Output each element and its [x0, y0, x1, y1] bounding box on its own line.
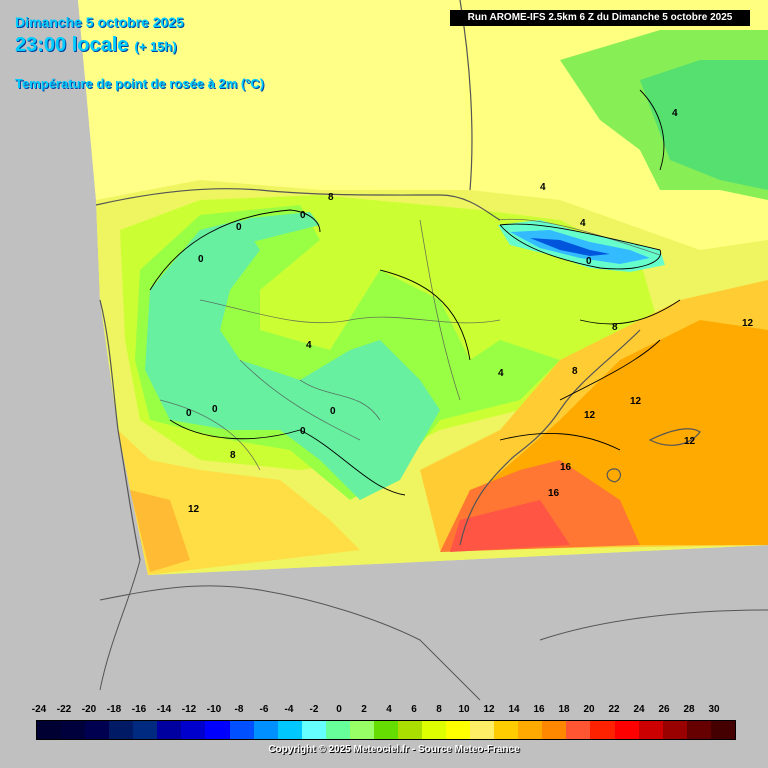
contour-label: 0 — [330, 406, 336, 417]
legend-tick-label: 26 — [658, 704, 670, 715]
legend-swatch — [253, 721, 278, 739]
legend-swatch — [494, 721, 519, 739]
legend-tick-label: -12 — [181, 704, 197, 715]
legend-tick-label: 18 — [558, 704, 570, 715]
legend-tick-label: 6 — [411, 704, 417, 715]
legend-swatch — [710, 721, 735, 739]
legend-tick-label: 12 — [483, 704, 495, 715]
legend-tick-label: 22 — [608, 704, 620, 715]
legend-swatch — [542, 721, 567, 739]
contour-label: 4 — [498, 368, 504, 379]
legend-swatch — [61, 721, 86, 739]
legend-tick-label: -8 — [234, 704, 244, 715]
contour-label: 16 — [548, 488, 560, 499]
forecast-date: Dimanche 5 octobre 2025 — [15, 14, 184, 30]
contour-labels: 0 0 0 8 0 4 0 8 4 0 4 4 8 4 12 12 0 0 12 8 12 16 12 16 — [186, 108, 754, 515]
legend-tick-label: 28 — [683, 704, 695, 715]
legend-ticks: -24 -22 -20 -18 -16 -14 -12 -10 -8 -6 -4 -2 0 2 4 6 8 10 1… — [32, 704, 736, 718]
legend-tick-label: -4 — [284, 704, 294, 715]
contour-label: 4 — [672, 108, 678, 119]
contour-label: 8 — [572, 366, 578, 377]
color-legend: -24 -22 -20 -18 -16 -14 -12 -10 -8 -6 -4 -2 0 2 4 6 8 10 1… — [32, 704, 736, 742]
contour-label: 8 — [612, 322, 618, 333]
legend-swatch — [109, 721, 134, 739]
legend-swatch — [638, 721, 663, 739]
contour-label: 0 — [212, 404, 218, 415]
legend-tick-label: 4 — [386, 704, 392, 715]
legend-tick-label: 16 — [533, 704, 545, 715]
legend-swatch — [518, 721, 543, 739]
contour-label: 4 — [540, 182, 546, 193]
contour-label: 0 — [186, 408, 192, 419]
legend-swatch — [566, 721, 591, 739]
legend-tick-label: -14 — [156, 704, 172, 715]
contour-label: 8 — [328, 192, 334, 203]
contour-label: 0 — [586, 256, 592, 267]
variable-title: Température de point de rosée à 2m (°C) — [15, 76, 265, 91]
contour-label: 12 — [188, 504, 200, 515]
legend-tick-label: -2 — [309, 704, 319, 715]
contour-label: 8 — [230, 450, 236, 461]
legend-swatch — [590, 721, 615, 739]
legend-tick-label: 20 — [583, 704, 595, 715]
legend-swatch — [277, 721, 302, 739]
legend-tick-label: -10 — [206, 704, 222, 715]
legend-tick-label: 2 — [361, 704, 367, 715]
legend-swatch — [470, 721, 495, 739]
contour-label: 16 — [560, 462, 572, 473]
legend-swatch — [349, 721, 374, 739]
legend-swatch — [37, 721, 62, 739]
legend-tick-label: -22 — [56, 704, 72, 715]
legend-tick-label: 24 — [633, 704, 645, 715]
contour-label: 12 — [630, 396, 642, 407]
legend-swatch — [662, 721, 687, 739]
legend-swatch — [325, 721, 350, 739]
contour-label: 12 — [742, 318, 754, 329]
legend-swatch — [85, 721, 110, 739]
legend-swatch — [397, 721, 422, 739]
legend-swatch — [229, 721, 254, 739]
legend-tick-label: -18 — [106, 704, 122, 715]
lead-time: (+ 15h) — [134, 39, 177, 54]
legend-tick-label: 30 — [708, 704, 720, 715]
legend-swatch — [205, 721, 230, 739]
legend-tick-label: -24 — [31, 704, 47, 715]
legend-tick-label: 0 — [336, 704, 342, 715]
legend-tick-label: -6 — [259, 704, 269, 715]
contour-label: 0 — [236, 222, 242, 233]
contour-label: 0 — [198, 254, 204, 265]
contour-label: 12 — [684, 436, 696, 447]
legend-tick-label: 14 — [508, 704, 520, 715]
legend-swatch — [686, 721, 711, 739]
legend-color-bar — [36, 720, 736, 740]
legend-swatch — [446, 721, 471, 739]
contour-label: 4 — [306, 340, 312, 351]
legend-tick-label: 8 — [436, 704, 442, 715]
contour-label: 0 — [300, 210, 306, 221]
local-time: 23:00 locale — [15, 34, 129, 56]
contour-label: 0 — [300, 426, 306, 437]
legend-tick-label: -16 — [131, 704, 147, 715]
run-info: Run AROME-IFS 2.5km 6 Z du Dimanche 5 oc… — [450, 10, 750, 26]
legend-swatch — [301, 721, 326, 739]
legend-swatch — [614, 721, 639, 739]
copyright: Copyright © 2025 Meteociel.fr - Source M… — [268, 744, 520, 755]
legend-swatch — [157, 721, 182, 739]
forecast-time: 23:00 locale (+ 15h) — [15, 34, 177, 57]
legend-swatch — [373, 721, 398, 739]
contour-label: 12 — [584, 410, 596, 421]
legend-swatch — [422, 721, 447, 739]
legend-tick-label: 10 — [458, 704, 470, 715]
contour-label: 4 — [580, 218, 586, 229]
legend-swatch — [133, 721, 158, 739]
legend-tick-label: -20 — [81, 704, 97, 715]
legend-swatch — [181, 721, 206, 739]
